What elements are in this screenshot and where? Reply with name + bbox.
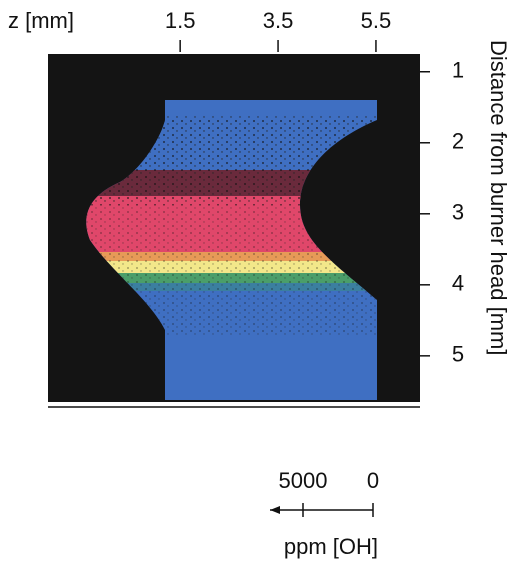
scale-label: ppm [OH]: [284, 534, 378, 559]
x-axis-label: z [mm]: [8, 8, 74, 33]
y-tick-label: 2: [452, 129, 464, 154]
y-tick-label: 4: [452, 271, 464, 296]
x-tick-label: 5.5: [361, 8, 392, 33]
y-tick-label: 5: [452, 342, 464, 367]
x-tick-label: 1.5: [165, 8, 196, 33]
scale-tick-label: 0: [367, 468, 379, 493]
scale-tick-label: 5000: [279, 468, 328, 493]
heatmap: [48, 54, 420, 402]
y-tick-label: 1: [452, 58, 464, 83]
x-tick-label: 3.5: [263, 8, 294, 33]
scale-arrowhead: [270, 506, 280, 514]
y-axis-label: Distance from burner head [mm]: [486, 40, 511, 355]
y-tick-label: 3: [452, 200, 464, 225]
